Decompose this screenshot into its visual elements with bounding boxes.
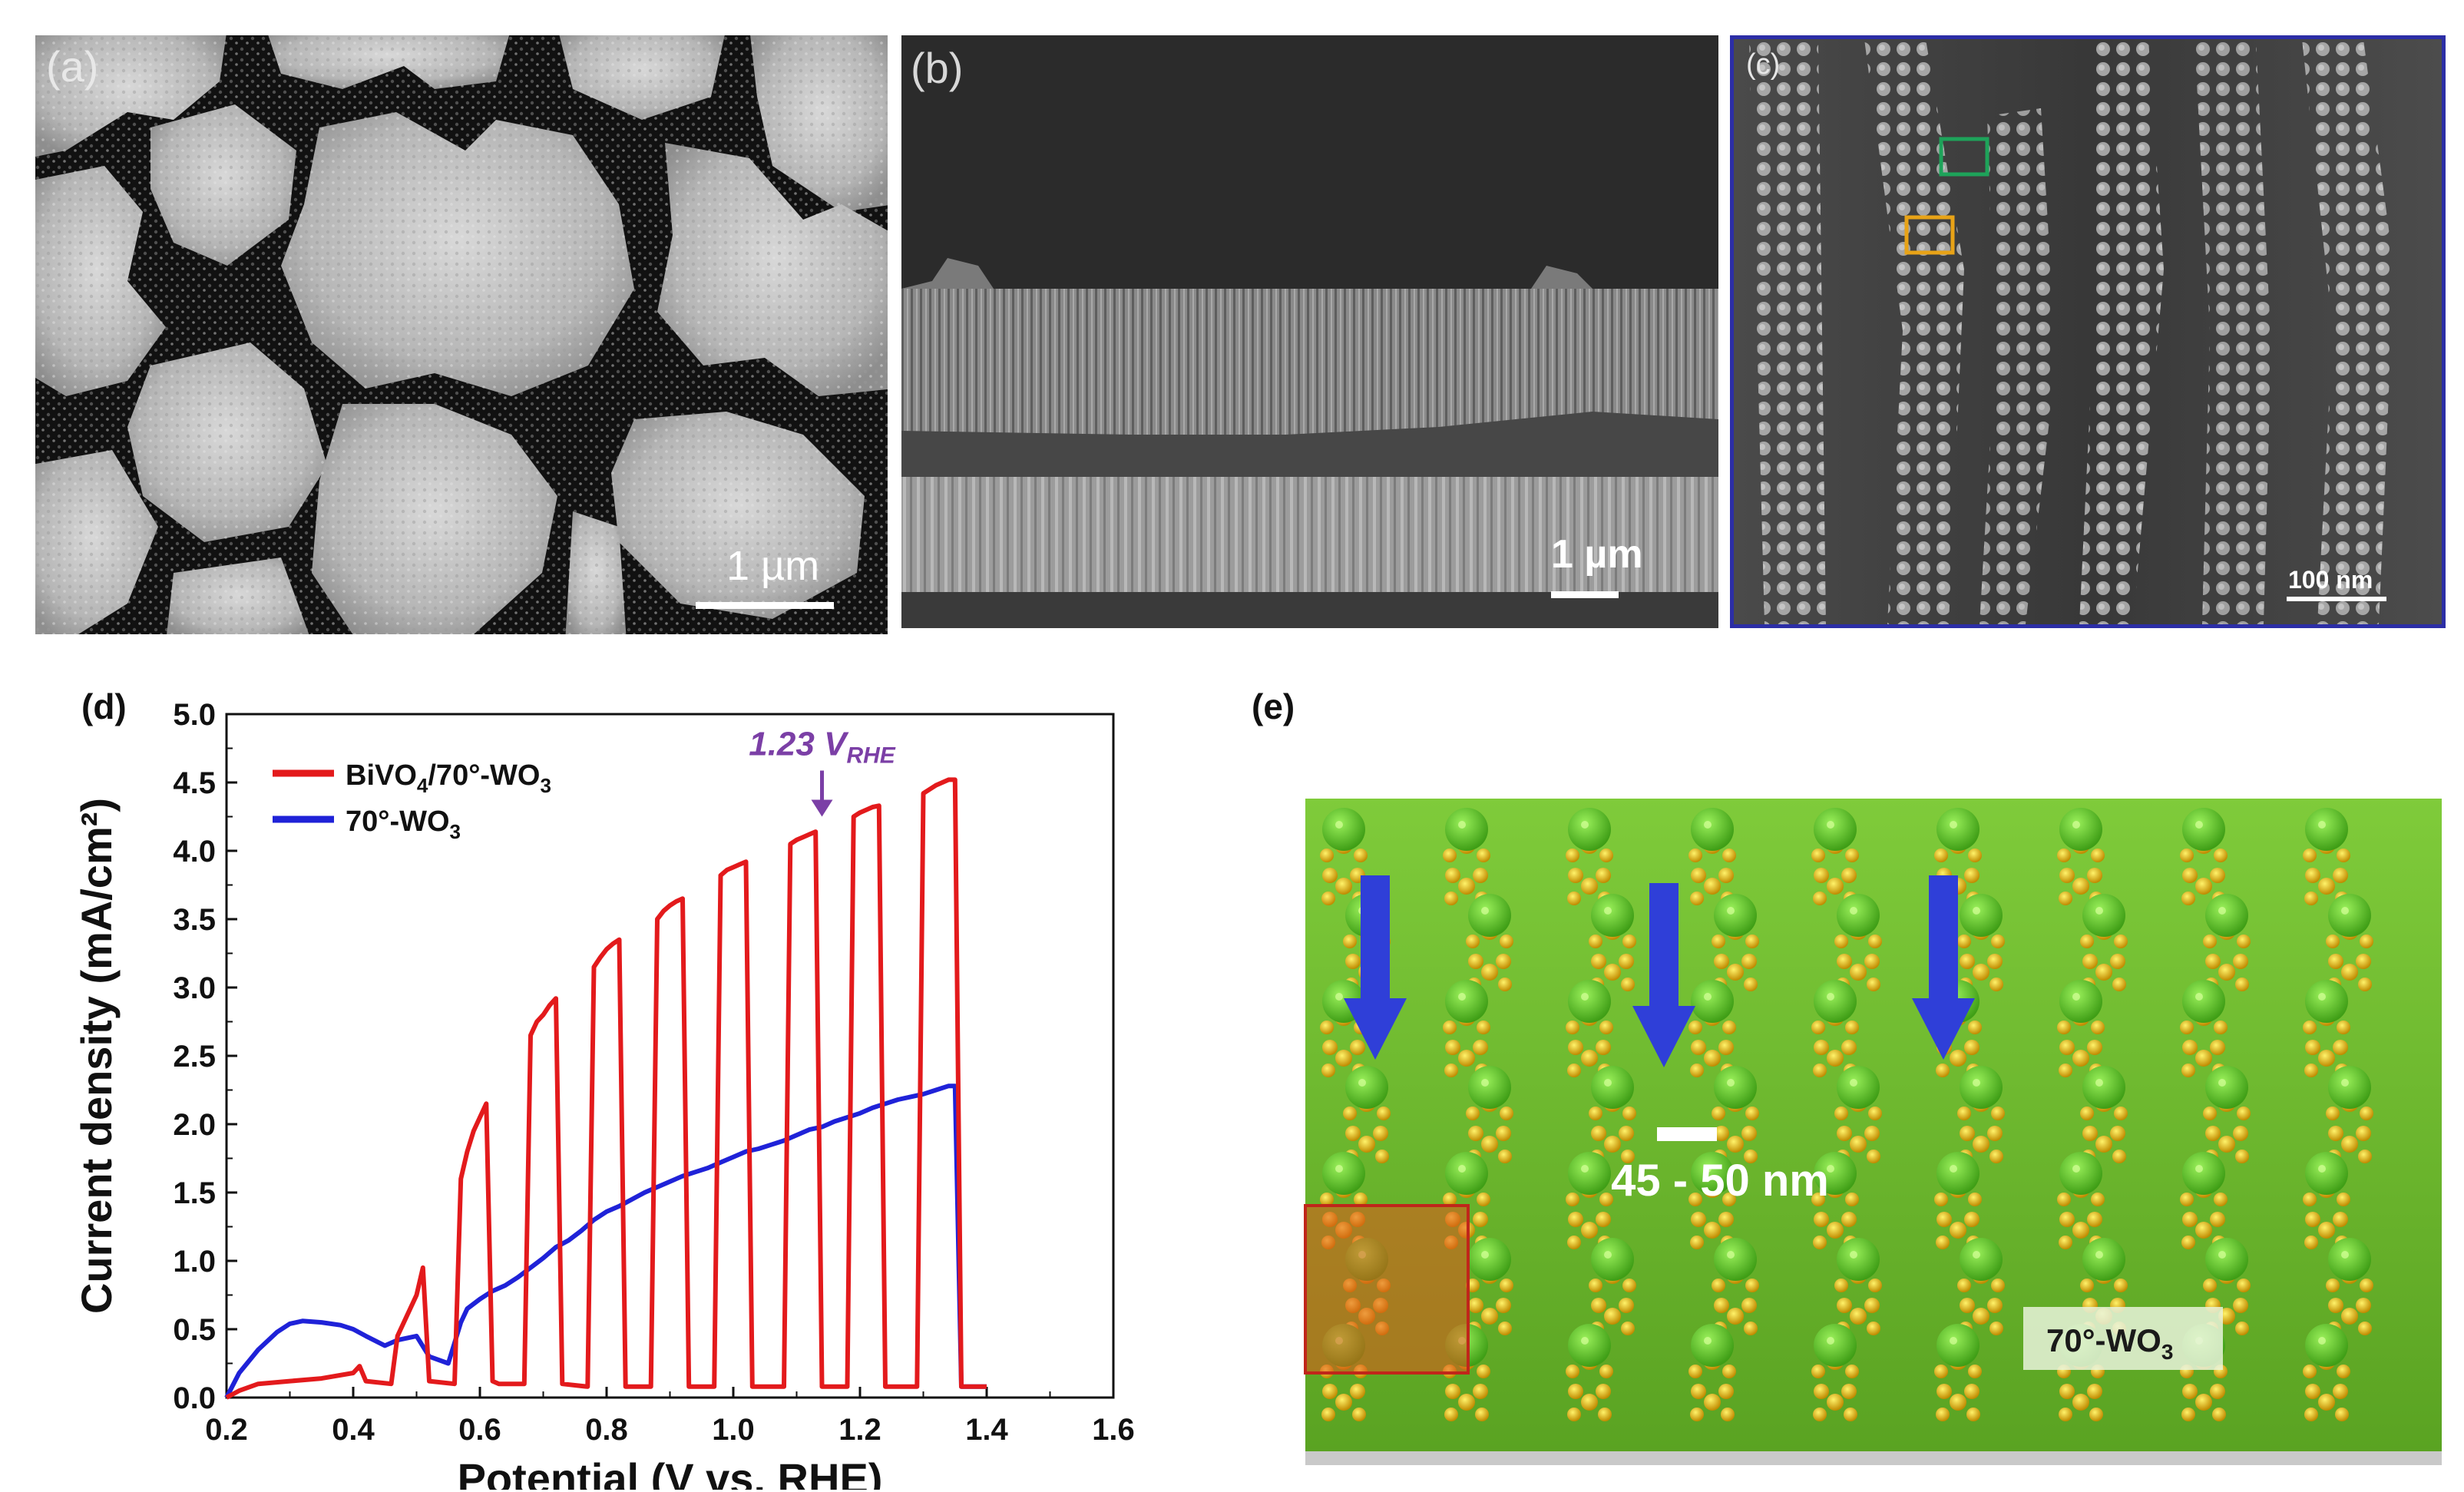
potential-annotation: 1.23 VRHE [749, 726, 896, 817]
y-tick-label: 2.5 [173, 1040, 216, 1074]
y-axis-title: Current density (mA/cm²) [77, 798, 121, 1314]
y-tick-label: 5.0 [173, 698, 216, 732]
x-tick-label: 1.6 [1092, 1413, 1135, 1447]
sem-image-top-view: (a) 1 µm [35, 35, 888, 634]
nanorod-array-schematic: 45 - 50 nm 70°-WO3 (e) [1229, 683, 2457, 1490]
orange-highlight-box [1904, 215, 1955, 255]
y-tick-label: 0.5 [173, 1313, 216, 1347]
y-tick-label: 4.0 [173, 835, 216, 868]
scale-bar-label: 1 µm [726, 543, 820, 589]
panel-d-label: (d) [81, 686, 127, 726]
annotation-label: 1.23 VRHE [749, 726, 896, 769]
legend-label-series-2: 70°-WO3 [346, 806, 461, 843]
sem-high-mag-graphic [1734, 39, 2442, 624]
y-tick-label: 0.0 [173, 1381, 216, 1415]
scale-bar-label: 100 nm [2288, 566, 2373, 594]
scale-bar-label: 1 µm [1551, 532, 1643, 577]
y-tick-label: 3.5 [173, 903, 216, 937]
series-line-2 [224, 1083, 987, 1399]
light-arrow-right [1912, 875, 1975, 1060]
highlight-region [1304, 1204, 1470, 1375]
green-highlight-box [1939, 137, 1989, 177]
schematic-graphic: 45 - 50 nm 70°-WO3 (e) [1252, 686, 2442, 1465]
series-line-1 [225, 777, 987, 1400]
chart-canvas: (d) 0.2 0.4 0.6 0.8 1.0 1.2 1.4 1.6 0.0 0.5 1.0 1.5… [77, 686, 1135, 1490]
y-tick-label: 1.0 [173, 1245, 216, 1279]
panel-a-label: (a) [46, 42, 99, 91]
dimension-marker [1657, 1127, 1717, 1141]
scale-bar [2287, 597, 2386, 601]
legend: BiVO4/70°-WO3 70°-WO3 [273, 759, 551, 843]
y-tick-label: 3.0 [173, 971, 216, 1005]
y-tick-label: 4.5 [173, 766, 216, 800]
plot-area: 0.2 0.4 0.6 0.8 1.0 1.2 1.4 1.6 0.0 0.5 1.0 1.5 2.0 2… [173, 698, 1134, 1447]
light-arrow-left [1344, 875, 1407, 1060]
annotation-arrow-head [811, 799, 833, 817]
x-tick-label: 1.4 [965, 1413, 1008, 1447]
sem-top-view-graphic [35, 35, 888, 634]
legend-label-series-1: BiVO4/70°-WO3 [346, 759, 551, 797]
x-tick-label: 0.4 [332, 1413, 375, 1447]
x-tick-label: 0.6 [458, 1413, 501, 1447]
scale-bar [1551, 591, 1619, 598]
x-tick-label: 1.0 [712, 1413, 755, 1447]
y-tick-label: 2.0 [173, 1108, 216, 1142]
sem-image-high-magnification: (c) 100 nm [1730, 35, 2446, 628]
current-density-chart: (d) 0.2 0.4 0.6 0.8 1.0 1.2 1.4 1.6 0.0 0.5 1.0 1.5… [77, 683, 1152, 1490]
y-tick-label: 1.5 [173, 1176, 216, 1210]
substrate-tag: 70°-WO3 [2046, 1322, 2173, 1364]
panel-e-label: (e) [1252, 686, 1295, 726]
panel-b-label: (b) [911, 44, 964, 92]
x-axis-title: Potential (V vs. RHE) [458, 1454, 883, 1490]
sem-cross-section-graphic [901, 35, 1718, 628]
sem-image-cross-section: (b) 1 µm [901, 35, 1718, 628]
panel-c-label: (c) [1746, 48, 1781, 81]
dimension-label: 45 - 50 nm [1611, 1156, 1829, 1206]
x-tick-label: 0.8 [585, 1413, 628, 1447]
scale-bar [696, 602, 834, 609]
light-arrow-middle [1632, 883, 1695, 1067]
x-tick-label: 0.2 [205, 1413, 248, 1447]
x-tick-label: 1.2 [838, 1413, 881, 1447]
